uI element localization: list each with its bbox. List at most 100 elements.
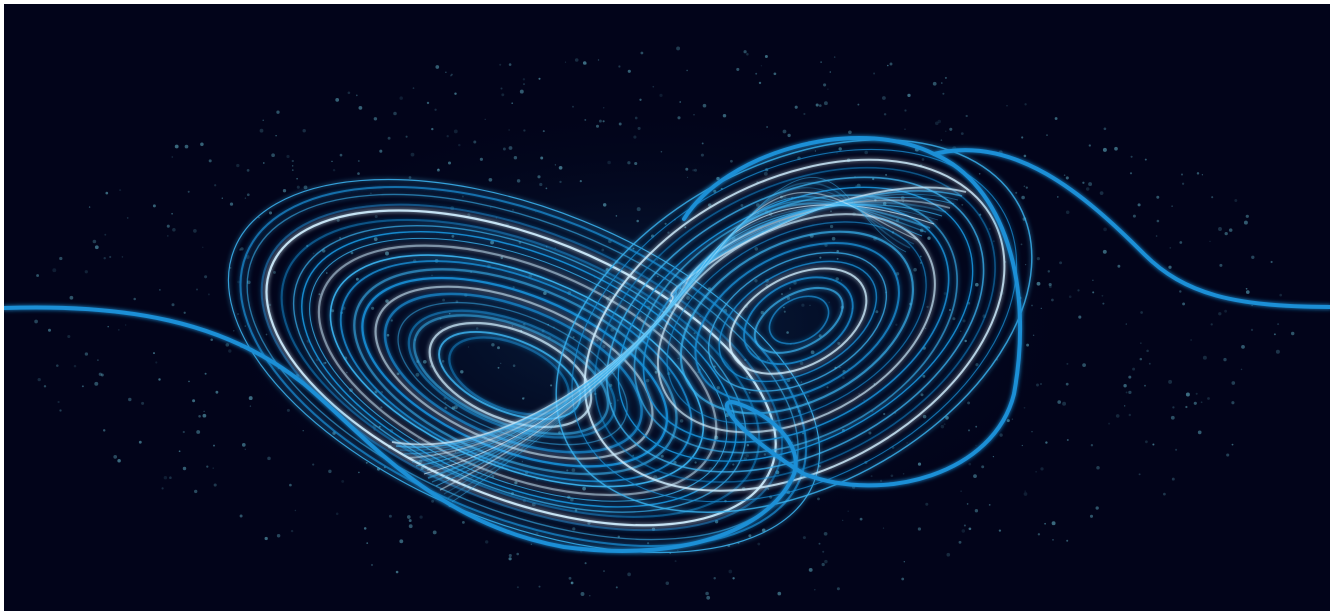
particle — [602, 344, 606, 349]
particle — [258, 216, 260, 219]
particle — [188, 380, 190, 383]
particle — [847, 510, 849, 512]
particle — [615, 586, 618, 589]
particle — [570, 497, 574, 502]
particle — [1130, 155, 1133, 158]
particle — [829, 224, 834, 229]
particle — [508, 557, 512, 561]
particle — [1270, 260, 1273, 264]
particle — [906, 442, 908, 444]
particle — [568, 576, 572, 580]
particle — [1088, 144, 1091, 147]
particle — [212, 467, 214, 469]
particle — [1279, 293, 1283, 297]
particle — [286, 408, 290, 412]
particle — [1245, 287, 1248, 290]
particle — [879, 479, 883, 483]
particle — [676, 46, 681, 51]
particle — [839, 366, 841, 369]
particle — [501, 93, 505, 97]
particle — [508, 129, 510, 131]
particle — [656, 259, 659, 261]
particle — [828, 301, 831, 304]
particle — [233, 330, 235, 332]
particle — [946, 552, 951, 557]
particle — [1210, 323, 1213, 326]
particle — [760, 310, 764, 315]
particle — [444, 402, 447, 404]
particle — [838, 147, 842, 151]
particle — [763, 171, 768, 176]
particle — [530, 543, 533, 546]
particle — [237, 313, 240, 316]
particle — [138, 440, 142, 444]
particle — [1181, 182, 1185, 185]
particle — [943, 292, 947, 295]
particle — [615, 215, 618, 217]
particle — [426, 101, 430, 105]
particle — [1035, 471, 1037, 473]
particle — [692, 169, 695, 172]
particle — [823, 531, 828, 536]
particle — [1226, 453, 1230, 457]
particle — [172, 228, 176, 232]
particle — [236, 163, 240, 168]
particle — [388, 514, 392, 518]
particle — [836, 250, 839, 253]
crossing-strand — [447, 182, 911, 499]
particle — [684, 226, 687, 229]
particle — [1077, 289, 1080, 292]
particle — [1128, 390, 1132, 395]
particle — [1169, 247, 1172, 249]
particle — [514, 481, 518, 485]
particle — [572, 527, 576, 531]
particle — [755, 72, 758, 75]
particle — [538, 77, 541, 80]
particle — [1137, 203, 1141, 207]
particle — [963, 524, 966, 527]
particle — [584, 562, 587, 565]
particle — [467, 346, 470, 348]
particle — [1011, 418, 1014, 420]
particle — [246, 169, 250, 172]
particle — [152, 204, 156, 208]
particle — [748, 534, 752, 538]
particle — [988, 503, 991, 506]
particle — [659, 327, 662, 330]
particle — [194, 489, 198, 494]
left-spiral-ring — [317, 244, 718, 497]
particle — [341, 479, 345, 483]
particle — [1023, 185, 1026, 188]
particle — [126, 217, 129, 219]
particle — [109, 255, 112, 259]
particle — [922, 414, 927, 419]
particle — [499, 63, 502, 66]
particle — [485, 540, 489, 544]
particle — [290, 529, 294, 533]
particle — [237, 280, 240, 284]
particle — [978, 172, 981, 175]
particle — [303, 185, 308, 190]
particle — [516, 552, 519, 556]
particle — [543, 291, 547, 296]
particle — [810, 350, 815, 355]
particle — [542, 130, 545, 133]
particle — [537, 175, 541, 179]
particle — [1036, 281, 1041, 286]
particle — [975, 282, 979, 287]
right-spiral-ring — [617, 186, 974, 462]
particle — [374, 390, 378, 394]
particle — [754, 247, 759, 251]
particle — [960, 490, 962, 492]
particle — [1219, 263, 1223, 267]
particle — [716, 176, 720, 181]
particle — [693, 332, 696, 335]
particle — [767, 488, 769, 490]
particle — [842, 376, 845, 379]
particle — [1021, 444, 1023, 447]
particle — [686, 296, 690, 300]
particle — [1103, 127, 1107, 131]
particle — [410, 152, 415, 157]
particle — [539, 182, 543, 187]
right-spiral-ring — [743, 276, 854, 365]
